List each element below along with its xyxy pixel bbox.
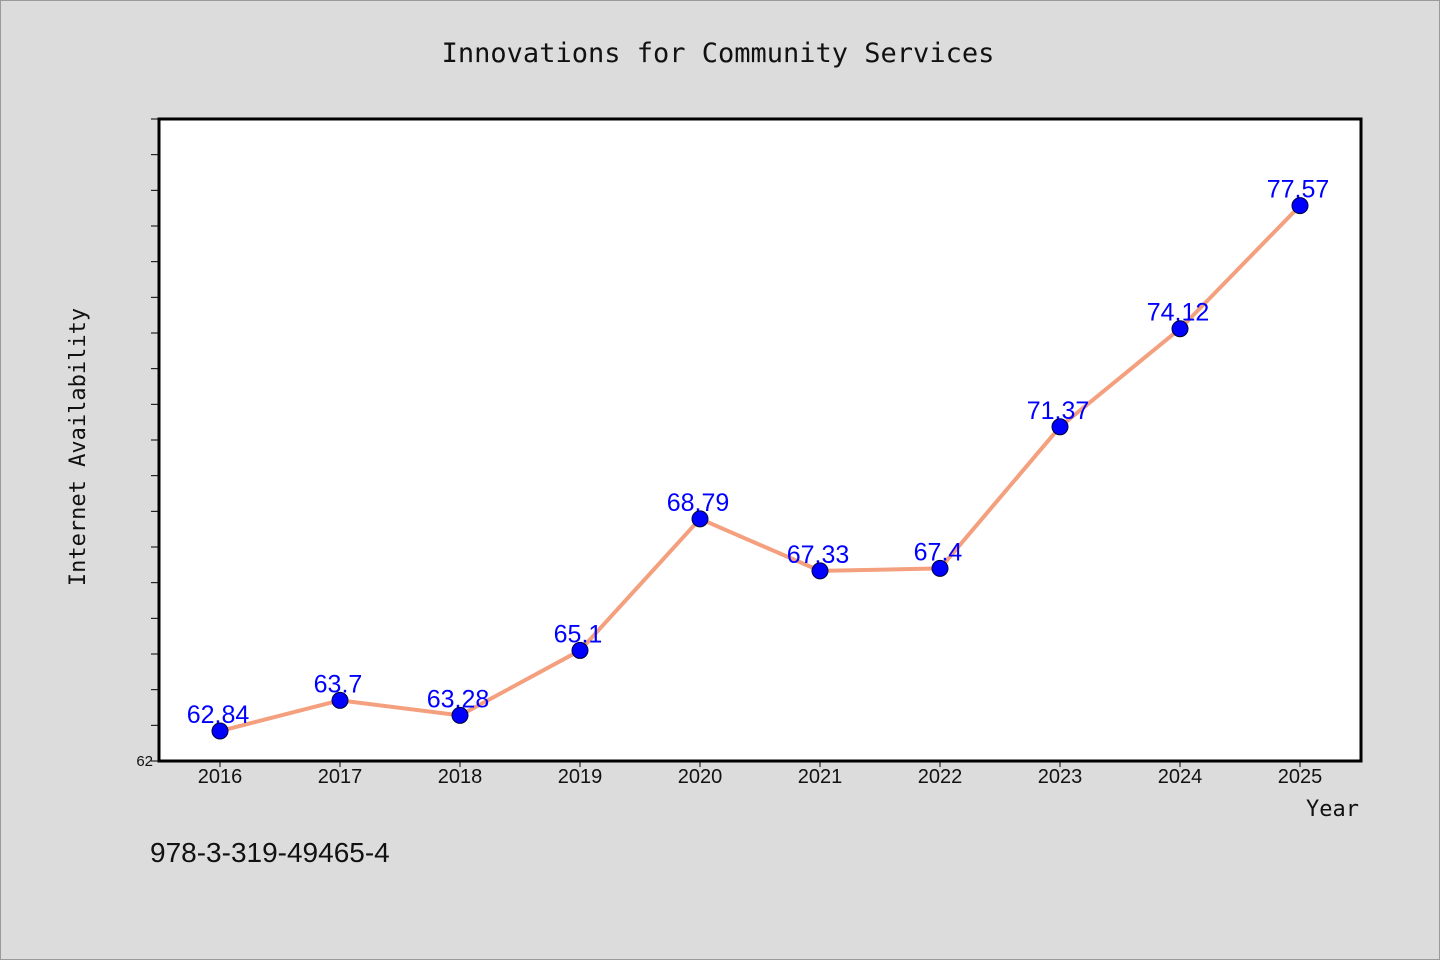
data-point — [1291, 197, 1309, 215]
x-tick-label: 2023 — [1038, 766, 1083, 788]
data-label: 67.4 — [914, 538, 963, 566]
x-tick-label: 2016 — [198, 766, 243, 788]
data-point — [811, 562, 829, 580]
data-point — [1171, 320, 1189, 338]
data-label: 71.37 — [1027, 397, 1090, 425]
y-tick-label: 62 — [136, 753, 153, 770]
data-label: 63.28 — [427, 685, 490, 713]
chart-title: Innovations for Community Services — [442, 38, 995, 69]
x-tick-label: 2022 — [918, 766, 963, 788]
x-tick-label: 2020 — [678, 766, 723, 788]
x-tick-label: 2019 — [558, 766, 603, 788]
x-axis-ticks: 2016 2017 2018 2019 2020 2021 2022 2023 2024 2025 — [198, 761, 1323, 788]
data-point — [1051, 418, 1069, 436]
data-point — [451, 706, 469, 724]
x-tick-label: 2025 — [1278, 766, 1323, 788]
data-label-group: 62.84 63.7 63.28 65.1 68.79 67.33 67.4 71.37 74.… — [187, 176, 1330, 729]
x-tick-label: 2024 — [1158, 766, 1203, 788]
data-point — [931, 559, 949, 577]
x-tick-label: 2021 — [798, 766, 843, 788]
data-point — [571, 641, 589, 659]
data-label: 62.84 — [187, 701, 250, 729]
footer-isbn-text: 978-3-319-49465-4 — [150, 837, 390, 868]
data-point — [211, 722, 229, 740]
series-line — [218, 203, 1302, 734]
data-label: 68.79 — [667, 489, 730, 517]
data-label: 67.33 — [787, 541, 850, 569]
data-point — [691, 510, 709, 528]
y-axis-label: Internet Availability — [66, 308, 91, 586]
x-tick-label: 2017 — [318, 766, 363, 788]
x-axis-label: Year — [1306, 797, 1359, 822]
data-label: 74.12 — [1147, 299, 1210, 327]
data-point — [331, 691, 349, 709]
series-line-group — [211, 197, 1309, 740]
data-label: 63.7 — [314, 670, 363, 698]
data-label: 77.57 — [1267, 176, 1330, 204]
y-axis-ticks: 62 — [136, 118, 159, 770]
plot-area — [157, 117, 1363, 763]
x-tick-label: 2018 — [438, 766, 483, 788]
data-label: 65.1 — [554, 620, 603, 648]
